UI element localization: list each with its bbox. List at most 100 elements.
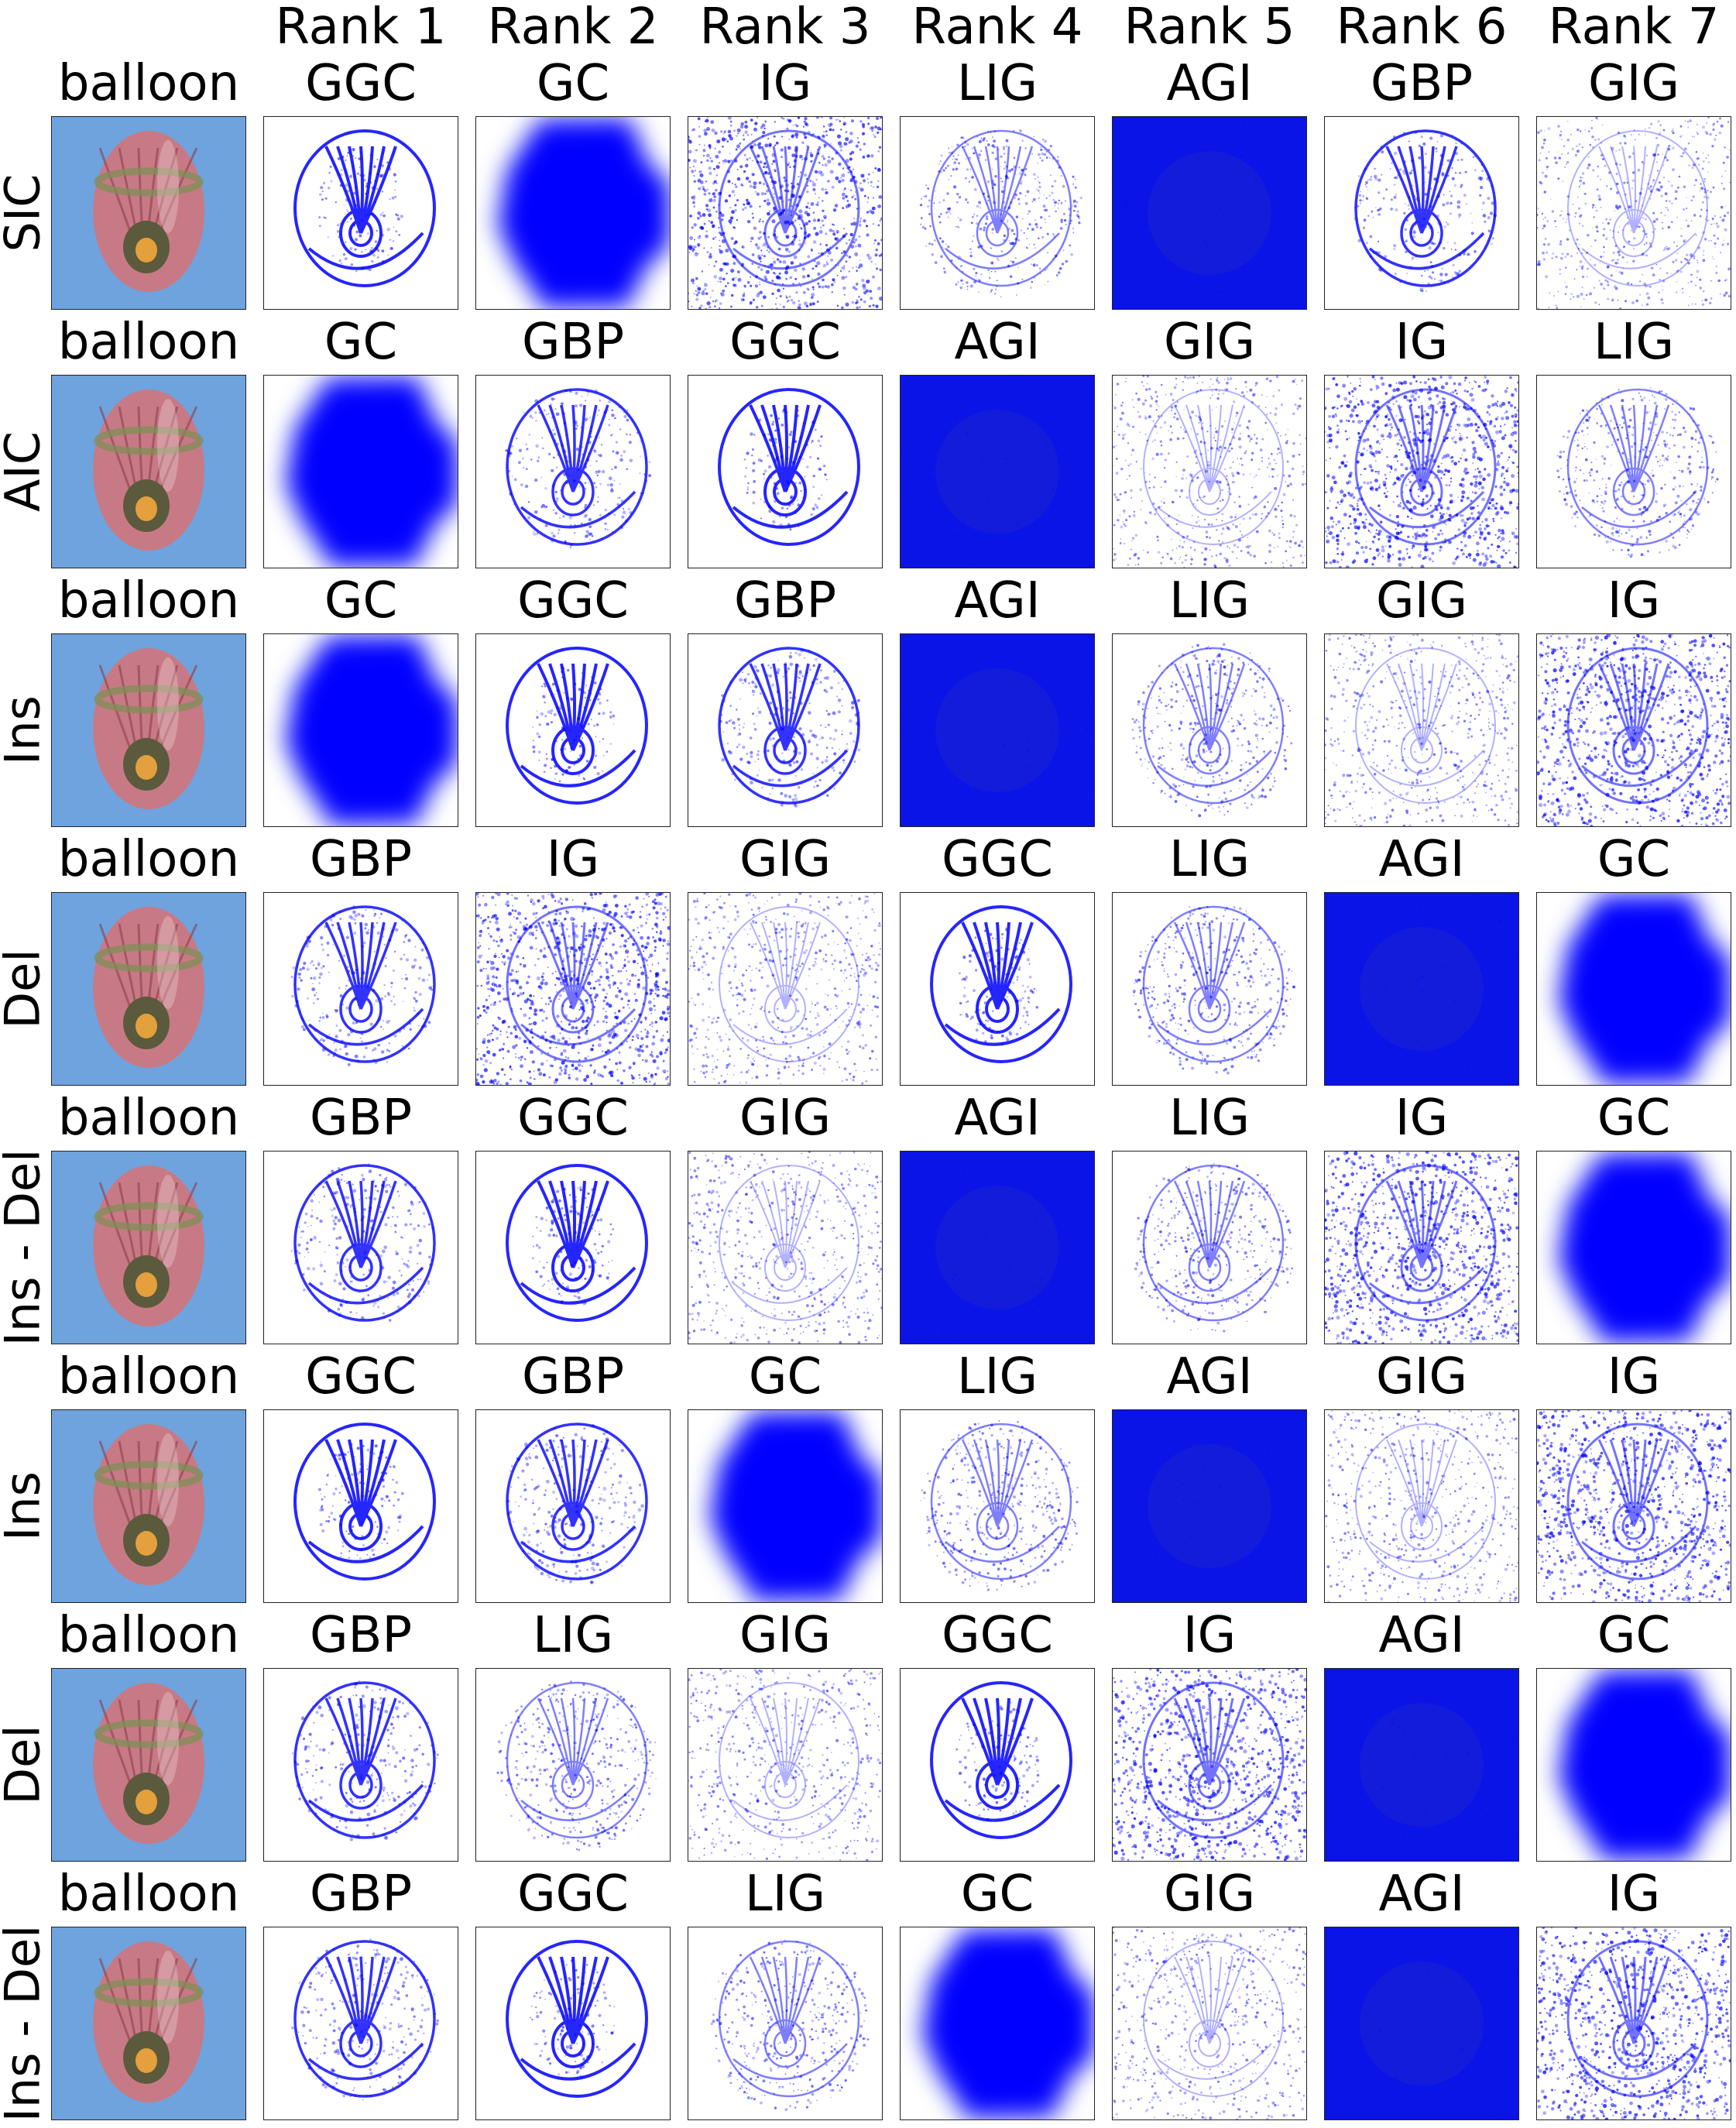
saliency-heatmap: [506, 1164, 648, 1322]
method-label: LIG: [672, 1862, 898, 1927]
saliency-map-gbp: [263, 1927, 458, 2120]
method-label: GGC: [460, 568, 686, 633]
method-label: LIG: [1096, 1086, 1323, 1151]
saliency-heatmap: [264, 634, 458, 826]
method-label: IG: [1521, 1344, 1736, 1409]
saliency-map-gig: [688, 1668, 883, 1862]
saliency-heatmap: [1133, 905, 1296, 1075]
metric-row: Ins balloon GC GGC GBP AGI LIG GIG IG: [0, 568, 1736, 827]
saliency-map-gig: [1536, 116, 1731, 310]
method-label: AGI: [1309, 827, 1535, 892]
saliency-map-gbp: [688, 633, 883, 827]
saliency-map-gc: [900, 1927, 1095, 2120]
metric-row-label: Ins - Del: [0, 1925, 51, 2123]
saliency-map-gbp: [475, 375, 671, 568]
saliency-heatmap: [718, 647, 861, 808]
rank-2-header: Rank 2: [460, 0, 686, 54]
saliency-map-ggc: [900, 892, 1095, 1086]
saliency-heatmap: [718, 388, 860, 546]
saliency-heatmap: [1113, 1927, 1306, 2119]
method-label: GGC: [460, 1086, 686, 1151]
method-label: GIG: [1309, 1344, 1535, 1409]
saliency-heatmap: [290, 905, 436, 1066]
method-label: GC: [672, 1344, 898, 1409]
saliency-map-ggc: [263, 116, 458, 310]
metric-row: Del balloon GBP IG GIG GGC LIG AGI GC: [0, 827, 1736, 1086]
method-label: GGC: [248, 1344, 474, 1409]
metric-row-label: Del: [0, 1668, 51, 1862]
saliency-heatmap: [290, 1163, 436, 1322]
saliency-map-lig: [900, 1409, 1095, 1603]
method-label: GBP: [1309, 51, 1535, 116]
method-label: GC: [248, 568, 474, 633]
saliency-map-gc: [688, 1409, 883, 1603]
metric-row: SIC balloon GGC GC IG LIG AGI GBP GIG: [0, 51, 1736, 310]
metric-name: Ins - Del: [0, 1149, 51, 1347]
metric-name: Ins - Del: [0, 1925, 51, 2123]
saliency-map-agi: [1324, 1668, 1519, 1862]
saliency-map-gc: [1536, 1668, 1731, 1862]
saliency-heatmap: [688, 1669, 882, 1861]
saliency-heatmap: [293, 1423, 436, 1581]
metric-row-label: Ins - Del: [0, 1149, 51, 1347]
saliency-heatmap: [1537, 1927, 1731, 2119]
saliency-map-ig: [1536, 1409, 1731, 1603]
saliency-heatmap: [901, 634, 1094, 826]
balloon-photo: [51, 1668, 246, 1862]
saliency-heatmap: [1134, 1162, 1293, 1333]
method-label: GGC: [672, 310, 898, 375]
method-label: GGC: [884, 827, 1110, 892]
saliency-map-ggc: [688, 375, 883, 568]
metric-row: AIC balloon GC GBP GGC AGI GIG IG LIG: [0, 310, 1736, 568]
saliency-heatmap: [1325, 893, 1518, 1085]
balloon-photo: [51, 1151, 246, 1344]
method-label: AGI: [884, 568, 1110, 633]
saliency-heatmap: [1537, 893, 1731, 1085]
saliency-heatmap: [505, 388, 652, 548]
saliency-map-lig: [475, 1668, 671, 1862]
saliency-heatmap: [1537, 1669, 1731, 1861]
saliency-map-ig: [1112, 1668, 1307, 1862]
balloon-photo-image: [52, 634, 245, 826]
saliency-map-lig: [1112, 892, 1307, 1086]
saliency-map-ggc: [475, 633, 671, 827]
metric-row-label: AIC: [0, 375, 51, 568]
method-label: GBP: [460, 310, 686, 375]
method-label: GIG: [672, 1603, 898, 1668]
method-label: LIG: [460, 1603, 686, 1668]
saliency-heatmap: [920, 1420, 1079, 1591]
saliency-heatmap: [930, 1681, 1072, 1839]
saliency-heatmap: [1325, 1927, 1518, 2119]
metric-name: Del: [0, 949, 51, 1028]
saliency-map-lig: [688, 1927, 883, 2120]
saliency-heatmap: [506, 647, 648, 805]
method-label: IG: [1521, 1862, 1736, 1927]
rank-1-header: Rank 1: [248, 0, 474, 54]
metric-name: Del: [0, 1725, 51, 1804]
method-label: GBP: [672, 568, 898, 633]
saliency-map-ig: [1324, 375, 1519, 568]
saliency-map-gig: [1112, 375, 1307, 568]
method-label: GIG: [672, 827, 898, 892]
saliency-map-agi: [1112, 116, 1307, 310]
balloon-photo: [51, 375, 246, 568]
method-label: GGC: [248, 51, 474, 116]
saliency-heatmap: [1325, 1410, 1518, 1602]
balloon-photo-image: [52, 376, 245, 568]
method-label: AGI: [1309, 1862, 1535, 1927]
metric-name: AIC: [0, 431, 51, 512]
method-label: IG: [460, 827, 686, 892]
saliency-map-agi: [1112, 1409, 1307, 1603]
saliency-heatmap: [1537, 1152, 1731, 1344]
metric-row: Del balloon GBP LIG GIG GGC IG AGI GC: [0, 1603, 1736, 1862]
metric-row-label: SIC: [0, 116, 51, 310]
method-label: LIG: [1096, 568, 1323, 633]
method-label: LIG: [884, 51, 1110, 116]
saliency-heatmap: [1537, 634, 1731, 826]
method-label: GIG: [1521, 51, 1736, 116]
rank-4-header: Rank 4: [884, 0, 1110, 54]
balloon-photo-image: [52, 117, 245, 309]
saliency-heatmap: [1353, 129, 1497, 293]
balloon-photo: [51, 892, 246, 1086]
